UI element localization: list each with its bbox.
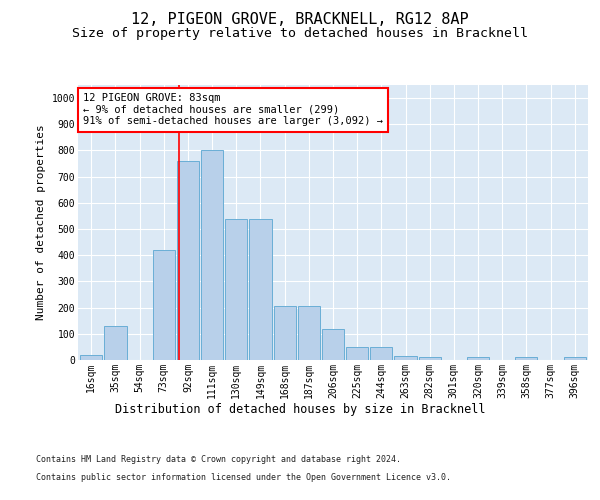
Text: 12, PIGEON GROVE, BRACKNELL, RG12 8AP: 12, PIGEON GROVE, BRACKNELL, RG12 8AP [131,12,469,28]
Bar [201,150,223,360]
Text: Contains public sector information licensed under the Open Government Licence v3: Contains public sector information licen… [36,472,451,482]
Bar [298,306,320,360]
Text: 12 PIGEON GROVE: 83sqm
← 9% of detached houses are smaller (299)
91% of semi-det: 12 PIGEON GROVE: 83sqm ← 9% of detached … [83,93,383,126]
Bar [322,328,344,360]
Bar [394,356,416,360]
Text: Distribution of detached houses by size in Bracknell: Distribution of detached houses by size … [115,402,485,415]
Bar [274,306,296,360]
Bar [419,358,441,360]
Bar [515,358,538,360]
Text: Size of property relative to detached houses in Bracknell: Size of property relative to detached ho… [72,28,528,40]
Bar [250,218,272,360]
Bar [80,355,103,360]
Bar [177,161,199,360]
Bar [370,347,392,360]
Y-axis label: Number of detached properties: Number of detached properties [36,124,46,320]
Bar [225,218,247,360]
Bar [152,250,175,360]
Text: Contains HM Land Registry data © Crown copyright and database right 2024.: Contains HM Land Registry data © Crown c… [36,455,401,464]
Bar [563,358,586,360]
Bar [467,358,489,360]
Bar [104,326,127,360]
Bar [346,347,368,360]
